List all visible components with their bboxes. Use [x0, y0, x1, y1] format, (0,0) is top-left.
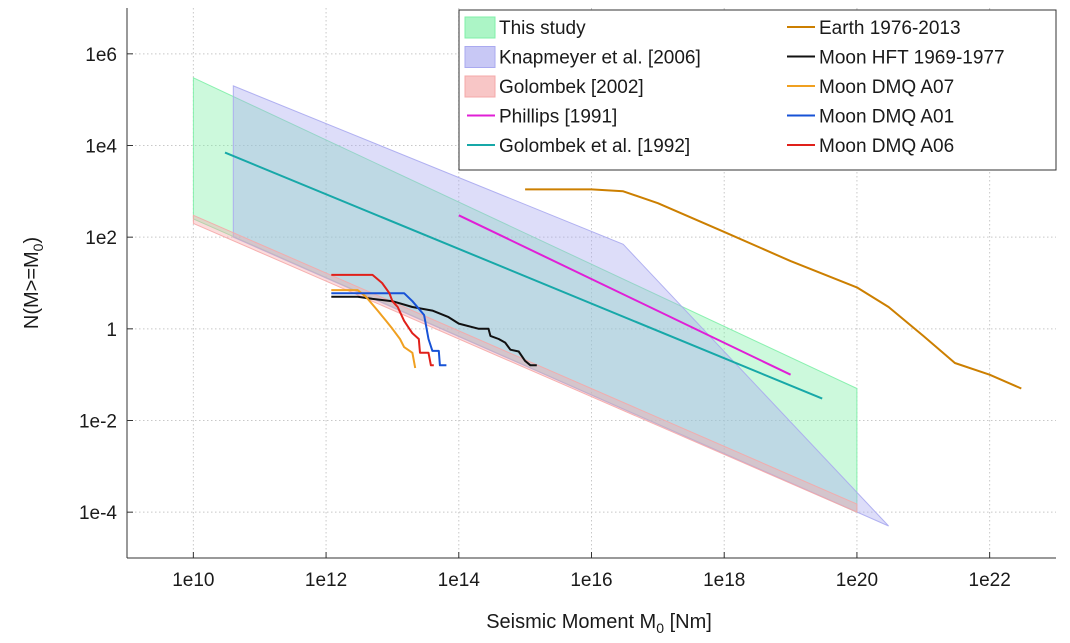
y-axis-label-main: N(M>=M — [21, 251, 43, 329]
x-tick-label: 1e10 — [172, 570, 214, 591]
legend-label-moon-hft-1969-1977: Moon HFT 1969-1977 — [819, 48, 1005, 69]
legend-swatch-this-study — [464, 16, 496, 39]
x-tick-label: 1e14 — [438, 570, 481, 591]
series-moon-dmq-a01 — [331, 292, 447, 367]
x-axis-label-unit: [Nm] — [664, 611, 712, 633]
y-tick-label: 1 — [106, 320, 117, 341]
y-tick-label: 1e2 — [85, 228, 117, 249]
series-layer — [224, 151, 1022, 400]
legend-label-this-study: This study — [499, 18, 586, 39]
legend-swatch-golombek-2002 — [464, 75, 496, 98]
legend-label-moon-dmq-a06: Moon DMQ A06 — [819, 136, 954, 157]
y-tick-label: 1e6 — [85, 45, 117, 66]
y-axis-label-subscript: 0 — [30, 243, 46, 251]
x-tick-label: 1e22 — [969, 570, 1011, 591]
tick-labels: 1e10 1e12 1e14 1e16 1e18 1e20 1e22 1e-4 1e-2 1 1e2… — [79, 45, 1011, 591]
legend-label-moon-dmq-a01: Moon DMQ A01 — [819, 107, 954, 128]
y-axis-label: N(M>=M0) — [21, 237, 46, 329]
series-earth-1976-2013 — [525, 188, 1022, 390]
x-axis-label: Seismic Moment M0 [Nm] — [486, 611, 712, 636]
series-moon-hft-1969-1977 — [331, 295, 537, 367]
band-golombek-2002 — [192, 214, 858, 513]
series-moon-dmq-a06 — [331, 273, 434, 367]
legend-label-golombek-2002: Golombek [2002] — [499, 77, 644, 98]
band-knapmeyer-et-al-2006 — [232, 85, 889, 527]
y-tick-label: 1e-2 — [79, 412, 117, 433]
axes — [126, 8, 1056, 559]
series-phillips-1991 — [458, 214, 792, 376]
legend-swatch-knapmeyer-et-al-2006 — [464, 46, 496, 68]
legend-label-phillips-1991: Phillips [1991] — [499, 107, 617, 128]
legend-label-golombek-et-al-1992: Golombek et al. [1992] — [499, 136, 690, 157]
y-axis-label-close: ) — [21, 237, 43, 244]
x-tick-label: 1e20 — [836, 570, 878, 591]
legend-label-earth-1976-2013: Earth 1976-2013 — [819, 18, 961, 39]
series-golombek-et-al-1992 — [224, 151, 823, 400]
y-tick-label: 1e-4 — [79, 503, 117, 524]
x-tick-label: 1e16 — [570, 570, 612, 591]
x-tick-label: 1e18 — [703, 570, 745, 591]
chart-legend: This study Knapmeyer et al. [2006] Golombe… — [458, 9, 1057, 171]
legend-label-knapmeyer-et-al-2006: Knapmeyer et al. [2006] — [499, 48, 701, 69]
x-tick-label: 1e12 — [305, 570, 347, 591]
band-layer — [192, 77, 889, 527]
x-axis-label-main: Seismic Moment M — [486, 611, 656, 633]
legend-label-moon-dmq-a07: Moon DMQ A07 — [819, 77, 954, 98]
y-tick-label: 1e4 — [85, 137, 117, 158]
legend-box — [458, 9, 1057, 171]
x-axis-label-subscript: 0 — [656, 620, 664, 636]
